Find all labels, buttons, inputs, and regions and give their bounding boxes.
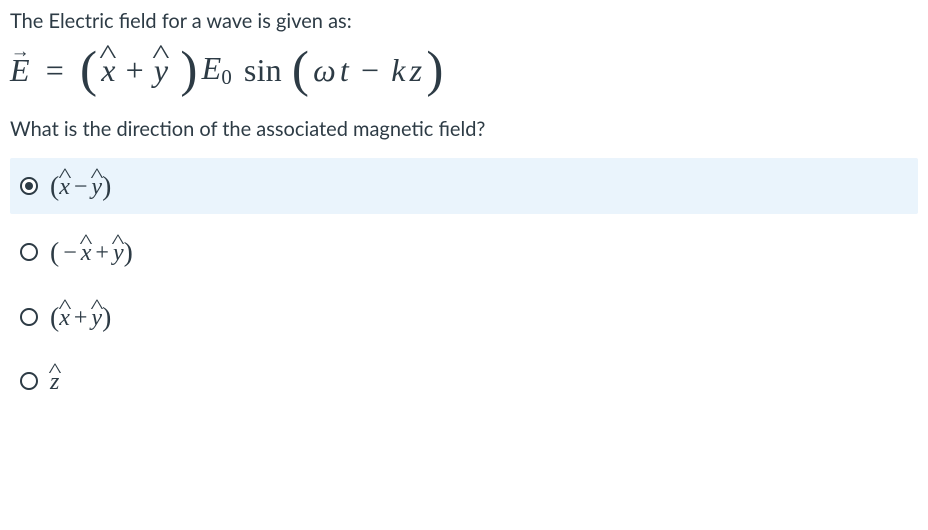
x-hat: x: [59, 175, 70, 199]
arrow-icon: →: [11, 41, 29, 63]
vector-E-symbol: E →: [10, 52, 30, 89]
answers-list: (x−y) (−x+y) (x+y) z: [10, 158, 918, 408]
omega-symbol: ω: [313, 52, 336, 89]
equals-sign: =: [46, 52, 64, 89]
y-hat: y: [113, 241, 124, 265]
question-container: The Electric field for a wave is given a…: [0, 0, 928, 428]
y-hat: y: [91, 175, 102, 199]
question-stem-line-2: What is the direction of the associated …: [10, 116, 918, 142]
answer-option-c[interactable]: (x+y): [10, 289, 918, 345]
k-symbol: k: [391, 52, 405, 89]
answer-expression: (x+y): [50, 303, 111, 331]
E0-symbol: E0: [202, 50, 232, 90]
x-hat: x: [81, 241, 92, 265]
answer-option-a[interactable]: (x−y): [10, 158, 918, 214]
x-hat: x: [101, 52, 115, 89]
sin-function: sin: [244, 52, 282, 89]
y-hat: y: [91, 306, 102, 330]
equation: E → = ( x + y ) E0 sin ( ωt − kz ): [10, 50, 918, 90]
y-hat: y: [154, 52, 168, 89]
answer-expression: z: [50, 369, 59, 394]
plus-sign: +: [120, 52, 150, 89]
radio-button[interactable]: [20, 177, 38, 195]
question-stem-line-1: The Electric field for a wave is given a…: [10, 8, 918, 34]
radio-button[interactable]: [20, 308, 38, 326]
t-symbol: t: [340, 52, 349, 89]
answer-option-d[interactable]: z: [10, 355, 918, 408]
x-hat: x: [59, 306, 70, 330]
radio-button[interactable]: [20, 243, 38, 261]
z-symbol: z: [410, 52, 423, 89]
answer-expression: (−x+y): [50, 238, 133, 266]
answer-expression: (x−y): [50, 172, 111, 200]
answer-option-b[interactable]: (−x+y): [10, 224, 918, 280]
z-hat: z: [50, 370, 59, 394]
radio-button[interactable]: [20, 372, 38, 390]
minus-sign: −: [353, 52, 387, 89]
